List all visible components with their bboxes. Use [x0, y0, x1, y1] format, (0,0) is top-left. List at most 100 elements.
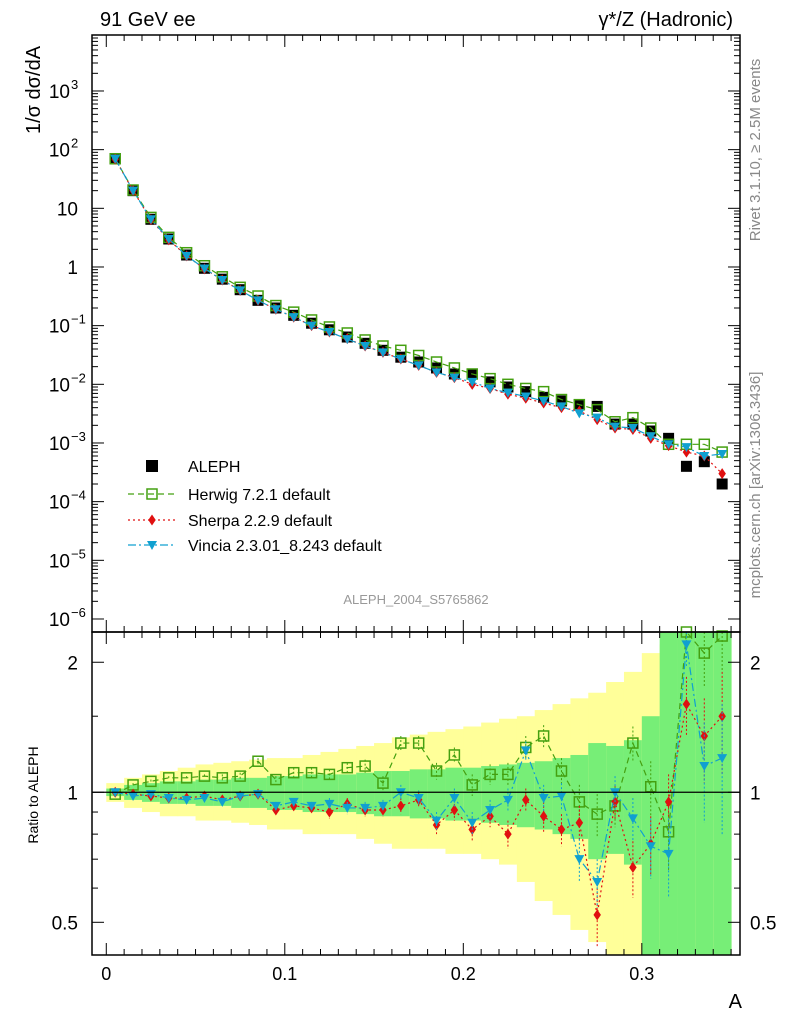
- ratio-point: [412, 737, 425, 749]
- ratio-y-tick-label-right: 2: [750, 653, 761, 674]
- band-stat: [659, 632, 679, 955]
- top-point: [610, 422, 621, 432]
- top-point: [645, 425, 657, 437]
- top-point: [718, 468, 726, 480]
- top-point: [181, 251, 192, 261]
- ratio-point: [431, 816, 442, 826]
- ratio-point: [592, 877, 603, 887]
- y-tick-exponent: −3: [71, 429, 86, 444]
- ratio-point: [270, 773, 282, 786]
- ratio-point: [181, 795, 192, 805]
- ratio-point: [325, 806, 334, 818]
- top-point: [395, 355, 406, 365]
- ratio-point: [288, 797, 299, 807]
- top-point: [555, 395, 567, 407]
- ratio-point: [717, 754, 728, 764]
- top-point: [484, 376, 496, 388]
- y-tick-label: 10: [49, 317, 70, 338]
- ratio-point: [627, 814, 638, 824]
- top-point: [520, 392, 531, 402]
- top-point: [431, 368, 442, 378]
- y-tick-label: 1: [67, 258, 78, 279]
- ratio-point: [555, 765, 568, 777]
- y-tick-exponent: −1: [71, 312, 86, 327]
- ratio-point: [485, 805, 496, 815]
- top-point: [627, 424, 638, 434]
- ratio-point: [681, 640, 692, 650]
- legend-marker: [147, 541, 157, 550]
- y-tick-label: 10: [49, 141, 70, 162]
- ratio-point: [270, 801, 281, 811]
- ratio-point: [467, 818, 478, 828]
- ratio-point: [627, 737, 639, 749]
- ratio-point: [377, 777, 389, 789]
- top-point: [680, 460, 692, 472]
- top-series-line: [114, 158, 723, 457]
- band-stat: [588, 743, 607, 860]
- ratio-y-tick-label-right: 1: [750, 783, 761, 804]
- y-tick-exponent: −5: [71, 546, 86, 561]
- watermark: ALEPH_2004_S5765862: [343, 592, 488, 607]
- ratio-point: [359, 760, 371, 772]
- x-tick-label: 0.1: [272, 964, 297, 984]
- band-stat: [338, 774, 357, 813]
- top-point: [663, 432, 675, 444]
- ratio-point: [699, 762, 710, 772]
- header-right-label: γ*/Z (Hadronic): [599, 9, 733, 31]
- ratio-point: [645, 842, 656, 852]
- y-tick-label: 10: [49, 434, 70, 455]
- top-point: [467, 377, 478, 387]
- y-tick-exponent: −6: [71, 605, 86, 620]
- ratio-point: [323, 768, 336, 781]
- ratio-point: [342, 803, 353, 813]
- x-tick-label: 0.2: [451, 964, 476, 984]
- top-point: [199, 264, 210, 274]
- ratio-point: [698, 647, 711, 659]
- top-point: [449, 373, 460, 383]
- ratio-y-tick-label-right: 0.5: [750, 913, 776, 934]
- top-point: [324, 327, 335, 337]
- ratio-point: [716, 630, 728, 642]
- y-tick-label: 10: [49, 493, 70, 514]
- band-stat: [427, 769, 446, 819]
- top-series-line: [114, 158, 723, 453]
- ratio-point: [629, 861, 637, 873]
- ratio-point: [448, 749, 461, 761]
- ratio-point: [413, 793, 424, 803]
- ratio-point: [502, 795, 513, 805]
- legend-label: Herwig 7.2.1 default: [188, 487, 331, 504]
- top-ylabel: 1/σ dσ/dA: [23, 45, 45, 134]
- top-point: [538, 396, 549, 406]
- top-point: [699, 451, 710, 461]
- header-left-label: 91 GeV ee: [100, 9, 196, 31]
- ratio-point: [217, 797, 228, 807]
- top-point: [342, 335, 353, 345]
- ratio-point: [522, 794, 530, 806]
- ratio-series-line: [114, 630, 723, 833]
- top-point: [592, 413, 603, 423]
- top-point: [716, 478, 728, 490]
- top-point: [217, 275, 228, 285]
- ratio-point: [682, 698, 691, 710]
- ratio-point: [128, 792, 139, 802]
- ratio-point: [575, 817, 584, 829]
- top-point: [485, 384, 496, 394]
- y-tick-label: 10: [49, 82, 70, 103]
- ratio-point: [537, 730, 550, 742]
- band-stat: [284, 776, 304, 810]
- legend-label: Sherpa 2.2.9 default: [188, 513, 333, 530]
- top-point: [663, 440, 674, 450]
- top-point: [288, 313, 299, 323]
- ratio-y-tick-label: 0.5: [52, 913, 78, 934]
- band-stat: [677, 632, 696, 955]
- ratio-point: [556, 792, 567, 802]
- ratio-point: [450, 804, 459, 816]
- top-point: [681, 443, 692, 453]
- top-point: [627, 411, 639, 424]
- y-tick-label: 10: [49, 375, 70, 396]
- ratio-point: [341, 761, 354, 774]
- top-point: [537, 385, 550, 398]
- top-point: [520, 386, 532, 398]
- y-tick-exponent: 2: [71, 136, 78, 151]
